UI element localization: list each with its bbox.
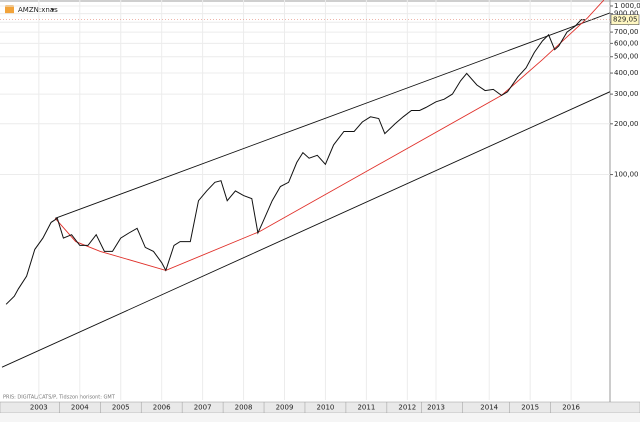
- price-line: [5, 19, 586, 305]
- y-tick-label: 400,00: [614, 69, 639, 77]
- last-price-box: [610, 14, 640, 25]
- x-tick-label: 2011: [357, 404, 375, 412]
- x-tick-label: 2015: [521, 404, 539, 412]
- y-tick-label: 300,00: [614, 90, 639, 98]
- y-tick-label: 100,00: [614, 171, 639, 179]
- y-tick-label: 1 000,00: [614, 2, 640, 10]
- dropdown-arrow[interactable]: ▾: [51, 6, 55, 14]
- footnote: PRIS: DIGITAL/CATS/P, Tidszon horisont: …: [3, 395, 116, 401]
- x-tick-label: 2013: [427, 404, 445, 412]
- x-tick-label: 2009: [276, 404, 294, 412]
- x-tick-label: 2014: [480, 404, 498, 412]
- symbol-icon[interactable]: [5, 5, 14, 14]
- plot-area: [1, 0, 610, 368]
- x-tick-label: 2007: [194, 404, 212, 412]
- y-tick-label: 200,00: [614, 120, 639, 128]
- top-bar: [0, 0, 640, 2]
- trend-line: [1, 91, 610, 368]
- scroll-area: [0, 413, 640, 422]
- x-tick-label: 2003: [30, 404, 48, 412]
- chart-title[interactable]: AMZN:xnas: [18, 6, 58, 14]
- x-tick-label: 2010: [317, 404, 335, 412]
- y-tick-label: 900,00: [614, 10, 639, 18]
- trend-line: [54, 0, 605, 271]
- x-tick-label: 2012: [398, 404, 416, 412]
- x-tick-label: 2016: [562, 404, 580, 412]
- y-tick-label: 700,00: [614, 28, 639, 36]
- y-tick-label: 500,00: [614, 53, 639, 61]
- x-tick-label: 2004: [71, 404, 89, 412]
- trend-line: [55, 12, 610, 219]
- x-tick-label: 2006: [153, 404, 171, 412]
- last-price-label: 829,05: [613, 16, 638, 24]
- x-tick-label: 2008: [235, 404, 253, 412]
- y-tick-label: 600,00: [614, 39, 639, 47]
- x-tick-label: 2005: [112, 404, 130, 412]
